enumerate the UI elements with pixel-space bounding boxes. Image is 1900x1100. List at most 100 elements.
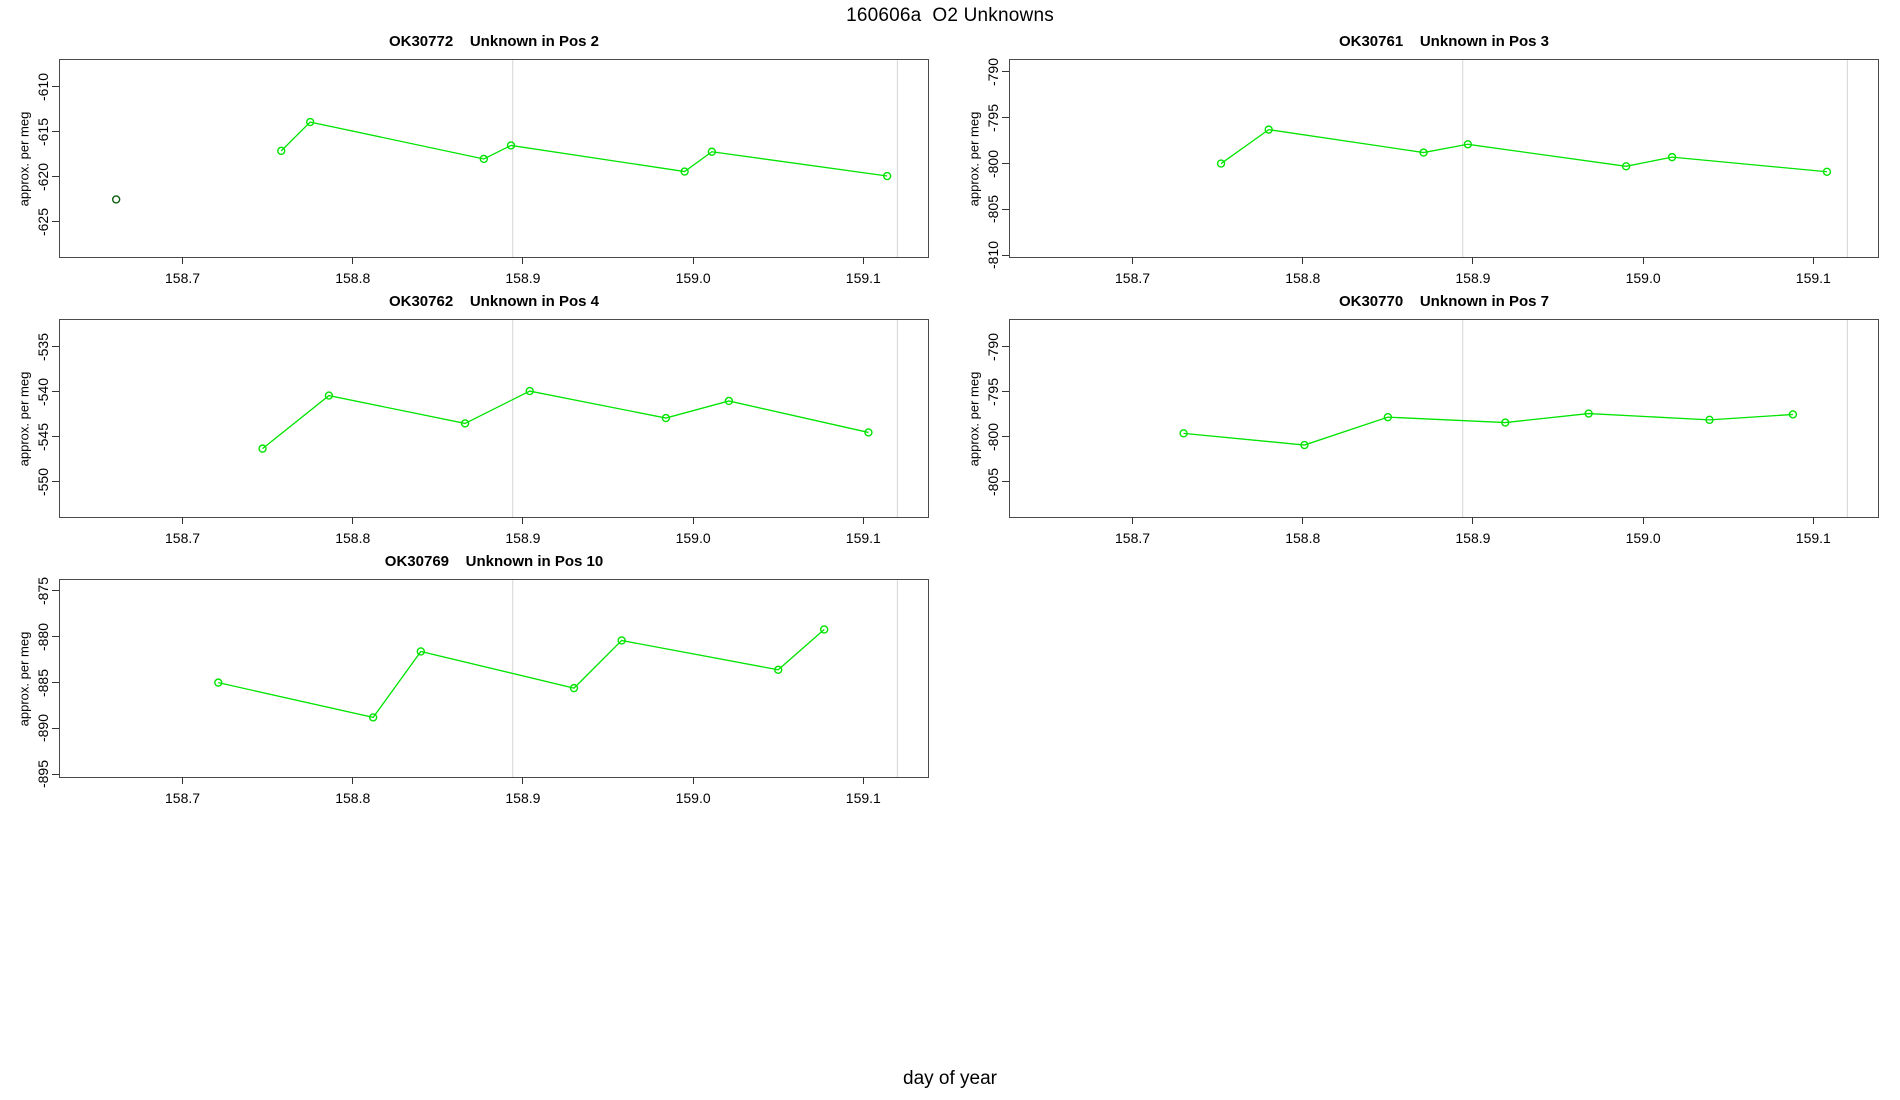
plot-title: OK30761 Unknown in Pos 3 [1338, 33, 1550, 50]
y-tick-label-text: -885 [35, 668, 51, 697]
x-tick-mark [182, 257, 184, 264]
y-tick-label-text: -795 [985, 103, 1001, 132]
x-tick-label: 158.8 [335, 270, 371, 286]
x-tick-mark [862, 517, 864, 524]
x-tick-mark [352, 777, 354, 784]
y-tick-label-text: -790 [985, 57, 1001, 86]
y-tick-label-text: -805 [985, 467, 1001, 496]
y-tick-mark [52, 221, 59, 223]
y-tick-label-text: -800 [985, 149, 1001, 178]
x-tick-mark [522, 257, 524, 264]
x-tick-label: 159.1 [845, 790, 881, 806]
x-tick-label: 158.9 [505, 270, 541, 286]
x-tick-mark [1132, 517, 1134, 524]
x-tick-label: 159.1 [1795, 270, 1831, 286]
data-point [111, 195, 121, 204]
y-tick-mark [1002, 391, 1009, 393]
x-tick-mark [692, 777, 694, 784]
data-point [617, 636, 626, 645]
x-tick-mark [522, 517, 524, 524]
x-tick-label: 159.1 [1795, 530, 1831, 546]
data-point [1501, 418, 1510, 427]
data-point [1179, 429, 1188, 438]
y-tick-label-text: -805 [985, 195, 1001, 224]
x-tick-label: 159.0 [1625, 530, 1661, 546]
data-point [1667, 152, 1677, 162]
data-point [277, 146, 286, 156]
y-tick-mark [52, 636, 59, 638]
x-tick-label: 158.9 [1455, 270, 1491, 286]
x-tick-mark [1812, 257, 1814, 264]
plot-area-OK30772 [111, 60, 898, 257]
y-tick-label-text: -875 [35, 576, 51, 605]
y-tick-mark [52, 131, 59, 133]
y-tick-label-text: -535 [35, 332, 51, 361]
y-tick-mark [1002, 71, 1009, 73]
data-point [819, 625, 829, 634]
data-point [1705, 415, 1714, 425]
series-line-runs [262, 390, 869, 450]
data-point [525, 386, 534, 396]
series-line-runs [1220, 128, 1828, 173]
y-tick-mark [52, 346, 59, 348]
x-tick-mark [692, 257, 694, 264]
y-axis-title-text: approx. per meg [16, 371, 32, 466]
y-tick-mark [1002, 163, 1009, 165]
y-tick-mark [1002, 481, 1009, 483]
y-axis-title-text: approx. per meg [966, 111, 982, 206]
x-tick-mark [182, 777, 184, 784]
y-tick-label-text: -615 [35, 117, 51, 146]
plot-area-OK30761 [1216, 60, 1848, 257]
plot-OK30769: OK30769 Unknown in Pos 10 approx. per meg… [17, 553, 929, 806]
data-point [680, 167, 689, 176]
x-tick-label: 158.7 [1115, 530, 1151, 546]
data-point [1621, 162, 1631, 171]
y-tick-label-text: -890 [35, 714, 51, 743]
data-point [569, 683, 579, 693]
data-point [1788, 410, 1798, 419]
y-tick-label-text: -810 [985, 241, 1001, 270]
plot-OK30761: OK30761 Unknown in Pos 3 approx. per meg -… [967, 33, 1879, 286]
data-point [1216, 159, 1226, 168]
y-tick-mark [1002, 254, 1009, 256]
data-point [368, 713, 378, 722]
y-tick-mark [52, 481, 59, 483]
y-axis-title-text: approx. per meg [966, 371, 982, 466]
x-tick-mark [1132, 257, 1134, 264]
x-tick-mark [1302, 517, 1304, 524]
plot-title: OK30769 Unknown in Pos 10 [384, 553, 604, 570]
y-tick-mark [1002, 436, 1009, 438]
x-axis-label: day of year [903, 1068, 997, 1089]
x-tick-label: 158.7 [165, 270, 201, 286]
data-point [1419, 148, 1428, 157]
x-tick-label: 159.0 [1625, 270, 1661, 286]
data-point [1383, 412, 1393, 422]
y-tick-mark [1002, 208, 1009, 210]
figure-title: 160606a O2 Unknowns [846, 5, 1054, 26]
x-tick-mark [692, 517, 694, 524]
x-tick-label: 158.9 [1455, 530, 1491, 546]
x-tick-label: 158.7 [1115, 270, 1151, 286]
y-tick-mark [52, 590, 59, 592]
data-point [460, 419, 470, 428]
x-tick-mark [522, 777, 524, 784]
y-tick-label-text: -540 [35, 377, 51, 406]
x-tick-mark [1472, 257, 1474, 264]
x-tick-label: 158.9 [505, 790, 541, 806]
y-tick-mark [52, 436, 59, 438]
y-tick-label-text: -550 [35, 467, 51, 496]
plot-OK30772: OK30772 Unknown in Pos 2 approx. per meg -… [17, 33, 929, 286]
data-point [479, 154, 488, 164]
series-line-runs [1183, 412, 1793, 446]
data-point [1300, 440, 1309, 450]
plot-title: OK30762 Unknown in Pos 4 [388, 293, 600, 310]
x-tick-label: 158.8 [1285, 270, 1321, 286]
data-point [707, 147, 717, 156]
x-tick-label: 159.1 [845, 530, 881, 546]
x-tick-mark [352, 517, 354, 524]
data-point [416, 647, 426, 656]
y-axis-title-text: approx. per meg [16, 111, 32, 206]
y-tick-mark [52, 86, 59, 88]
x-tick-label: 158.9 [505, 530, 541, 546]
x-tick-mark [1812, 517, 1814, 524]
